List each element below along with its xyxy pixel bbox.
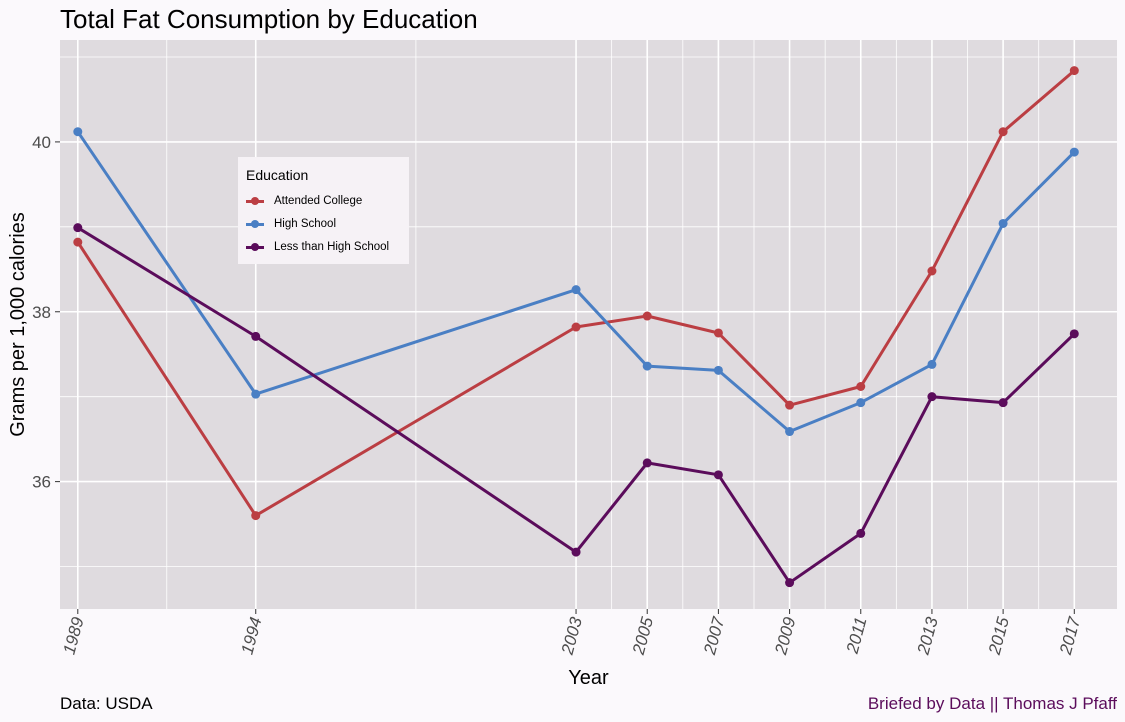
x-tick-label: 2011 (843, 615, 871, 656)
data-point-attended-college-2015 (998, 127, 1008, 137)
data-point-less-than-high-school-2003 (571, 547, 581, 557)
data-point-less-than-high-school-2007 (713, 470, 723, 480)
data-point-less-than-high-school-2009 (785, 578, 795, 588)
series-line-high-school (76, 130, 1076, 433)
data-point-high-school-2013 (927, 359, 937, 369)
y-tick-label: 40 (32, 133, 51, 152)
x-tick-label: 2003 (558, 615, 587, 658)
data-point-high-school-1994 (251, 389, 261, 399)
data-point-high-school-2003 (571, 285, 581, 295)
data-point-less-than-high-school-1989 (73, 223, 83, 233)
x-axis-title: Year (568, 667, 609, 689)
y-tick-label: 36 (32, 473, 51, 492)
x-tick-label: 2005 (629, 615, 658, 658)
data-point-less-than-high-school-2011 (856, 528, 866, 538)
data-point-high-school-2009 (785, 427, 795, 437)
x-tick-label: 2013 (913, 615, 942, 658)
data-point-less-than-high-school-2015 (998, 398, 1008, 408)
data-source-caption: Data: USDA (60, 694, 153, 713)
data-point-attended-college-2005 (642, 311, 652, 321)
x-tick-label: 2007 (700, 615, 729, 658)
legend-key-high-school (246, 219, 264, 229)
data-point-attended-college-2011 (856, 381, 866, 391)
data-point-high-school-1989 (73, 127, 83, 137)
data-point-attended-college-2009 (785, 400, 795, 410)
x-tick-label: 2017 (1056, 615, 1085, 658)
x-tick-label: 2009 (771, 615, 800, 658)
legend-item-high-school: High School (246, 212, 409, 235)
x-tick-label: 1989 (60, 615, 88, 657)
chart-title: Total Fat Consumption by Education (60, 4, 478, 34)
legend-key-less-than-high-school (246, 242, 264, 252)
legend-item-attended-college: Attended College (246, 189, 409, 212)
series-line-less-than-high-school (76, 226, 1076, 585)
legend: Education Attended College High School L… (238, 157, 409, 264)
y-tick-label: 38 (32, 303, 51, 322)
data-point-attended-college-2017 (1069, 66, 1079, 76)
legend-item-less-than-high-school: Less than High School (246, 235, 409, 258)
legend-label-less-than-high-school: Less than High School (274, 240, 390, 253)
data-point-attended-college-2003 (571, 322, 581, 332)
data-point-attended-college-1994 (251, 511, 261, 521)
legend-label-attended-college: Attended College (274, 194, 363, 207)
data-point-less-than-high-school-2005 (642, 458, 652, 468)
data-point-attended-college-2013 (927, 266, 937, 276)
author-credit-caption: Briefed by Data || Thomas J Pfaff (867, 694, 1117, 713)
legend-title: Education (246, 167, 309, 183)
data-point-less-than-high-school-1994 (251, 331, 261, 341)
x-tick-label: 1994 (237, 615, 265, 656)
data-point-high-school-2005 (642, 361, 652, 371)
data-point-high-school-2011 (856, 398, 866, 408)
legend-label-high-school: High School (274, 217, 337, 230)
data-point-high-school-2017 (1069, 147, 1079, 157)
series-line-attended-college (76, 69, 1076, 518)
legend-key-attended-college (246, 196, 264, 206)
data-point-high-school-2007 (713, 365, 723, 375)
data-point-attended-college-1989 (73, 237, 83, 247)
data-point-attended-college-2007 (713, 328, 723, 338)
data-point-less-than-high-school-2017 (1069, 329, 1079, 339)
y-axis-title: Grams per 1,000 calories (7, 212, 29, 437)
data-point-high-school-2015 (998, 218, 1008, 228)
x-tick-label: 2015 (985, 615, 1014, 658)
data-point-less-than-high-school-2013 (927, 392, 937, 402)
